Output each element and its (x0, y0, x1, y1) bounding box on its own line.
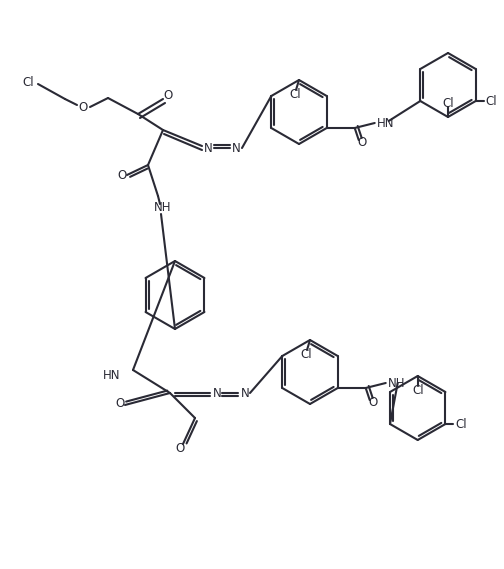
Text: NH: NH (154, 200, 172, 213)
Text: Cl: Cl (300, 348, 312, 361)
Text: N: N (213, 386, 221, 399)
Text: O: O (163, 89, 173, 101)
Text: Cl: Cl (412, 384, 423, 397)
Text: O: O (117, 168, 127, 182)
Text: Cl: Cl (442, 97, 454, 109)
Text: N: N (240, 386, 249, 399)
Text: O: O (357, 135, 366, 149)
Text: O: O (79, 101, 88, 113)
Text: O: O (115, 397, 124, 410)
Text: N: N (232, 142, 240, 155)
Text: Cl: Cl (289, 88, 301, 101)
Text: N: N (204, 142, 212, 155)
Text: Cl: Cl (486, 94, 497, 108)
Text: Cl: Cl (22, 76, 34, 89)
Text: HN: HN (376, 117, 394, 130)
Text: NH: NH (388, 377, 405, 390)
Text: O: O (175, 442, 184, 455)
Text: Cl: Cl (456, 418, 467, 431)
Text: HN: HN (102, 369, 120, 381)
Text: O: O (368, 395, 377, 409)
